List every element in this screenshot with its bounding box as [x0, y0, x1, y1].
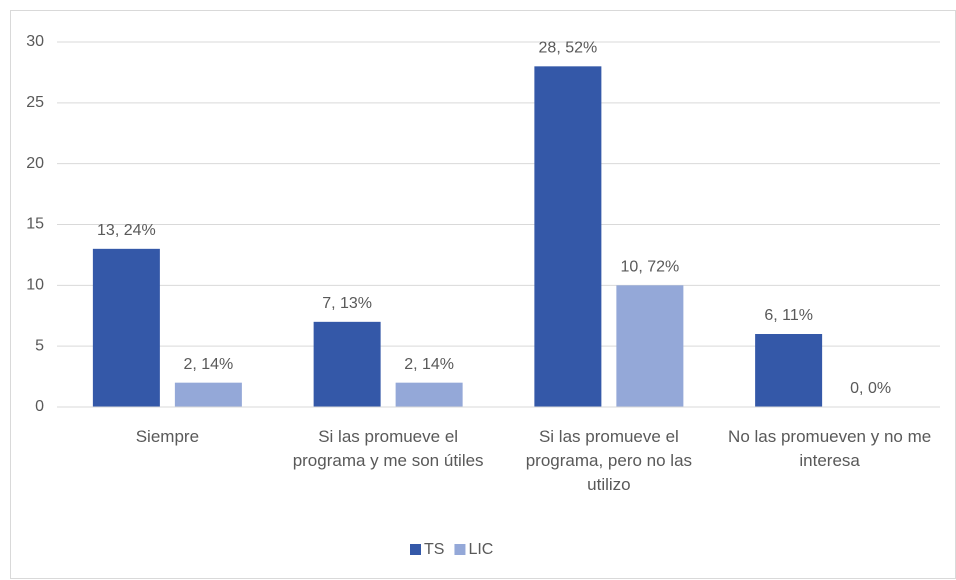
- bar: [395, 382, 463, 407]
- x-tick-label: Si las promueve el programa y me son úti…: [292, 427, 484, 470]
- bar: [174, 382, 242, 407]
- legend-label: LIC: [468, 541, 493, 558]
- y-tick-label: 30: [26, 33, 44, 50]
- x-tick-label: No las promueven y no me interesa: [728, 427, 932, 470]
- legend-swatch: [410, 544, 421, 555]
- x-tick-label: Si las promueve el programa, pero no las…: [525, 427, 693, 494]
- data-label: 2, 14%: [404, 356, 454, 373]
- bar: [755, 334, 823, 407]
- data-label: 13, 24%: [97, 222, 156, 239]
- legend-label: TS: [424, 541, 444, 558]
- y-tick-label: 0: [35, 398, 44, 415]
- y-tick-label: 20: [26, 155, 44, 172]
- data-label: 2, 14%: [183, 356, 233, 373]
- data-label: 28, 52%: [539, 40, 598, 57]
- data-label: 0, 0%: [850, 380, 891, 397]
- y-tick-label: 15: [26, 216, 44, 233]
- bar: [616, 285, 684, 407]
- legend-swatch: [454, 544, 466, 555]
- y-tick-label: 5: [35, 337, 44, 354]
- bar: [92, 248, 160, 407]
- data-label: 7, 13%: [322, 295, 372, 312]
- bar: [534, 66, 602, 407]
- y-tick-label: 25: [26, 94, 44, 111]
- x-tick-label: Siempre: [135, 427, 200, 446]
- data-label: 10, 72%: [621, 259, 680, 276]
- data-label: 6, 11%: [764, 307, 813, 324]
- y-tick-label: 10: [26, 277, 44, 294]
- bar: [313, 321, 381, 407]
